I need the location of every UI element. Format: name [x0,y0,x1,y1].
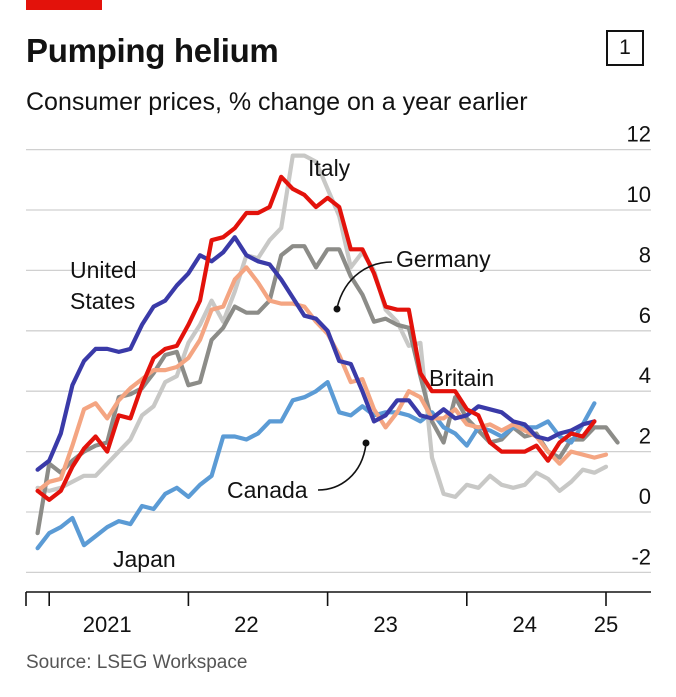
series-line-italy [35,153,609,499]
canada-leader-dot [362,439,370,447]
chart-number-badge: 1 [606,30,644,66]
series-label-canada: Canada [227,477,308,503]
series-line-japan [35,380,597,551]
series-label-united-states: United [70,257,136,283]
canada-leader-line [317,443,367,491]
x-tick-label: 25 [594,612,618,637]
y-tick-label: 0 [639,484,651,509]
x-tick-label: 2021 [83,612,132,637]
y-tick-label: 10 [627,182,651,207]
chart-title: Pumping helium [26,32,279,69]
series-line-united-states [35,235,597,472]
germany-leader-line [336,261,393,309]
x-tick-label: 23 [373,612,397,637]
y-tick-label: -2 [631,544,651,569]
y-tick-label: 4 [639,363,651,388]
brand-red-bar [26,0,102,10]
series-label-united-states: States [70,288,135,314]
series-label-britain: Britain [429,365,494,391]
source-note: Source: LSEG Workspace [26,652,248,673]
y-tick-label: 6 [639,303,651,328]
y-tick-label: 12 [627,122,651,147]
x-tick-label: 24 [513,612,537,637]
chart-subtitle: Consumer prices, % change on a year earl… [26,88,528,116]
series-label-japan: Japan [113,546,176,572]
series-label-germany: Germany [396,246,491,272]
germany-leader-dot [333,305,341,313]
x-tick-label: 22 [234,612,258,637]
series-line-germany [35,244,620,536]
series-label-italy: Italy [308,155,351,181]
series-line-britain [35,174,597,502]
y-tick-label: 8 [639,242,651,267]
y-tick-label: 2 [639,424,651,449]
